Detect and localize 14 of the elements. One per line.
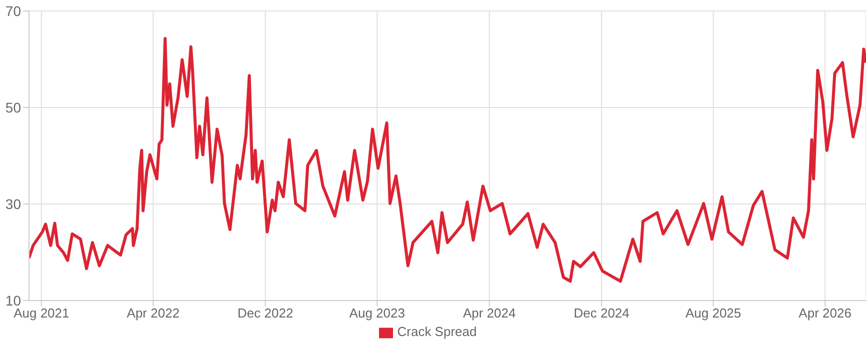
x-tick-label: Aug 2025 — [685, 306, 742, 321]
line-series — [29, 36, 866, 283]
y-tick-label: 10 — [5, 292, 22, 308]
x-tick-label: Apr 2024 — [462, 306, 516, 321]
x-tick-label: Aug 2021 — [14, 306, 70, 321]
x-tick-label: Apr 2026 — [798, 306, 852, 321]
y-tick-label: 50 — [5, 99, 22, 116]
y-tick-label: 70 — [5, 2, 22, 19]
y-tick-label: 30 — [5, 196, 22, 212]
legend-label: Crack Spread — [397, 324, 477, 340]
x-tick-label: Dec 2022 — [238, 306, 294, 321]
x-tick-label: Dec 2024 — [574, 306, 630, 321]
x-tick-label: Aug 2023 — [349, 306, 405, 321]
x-tick-label: Apr 2022 — [126, 306, 180, 321]
